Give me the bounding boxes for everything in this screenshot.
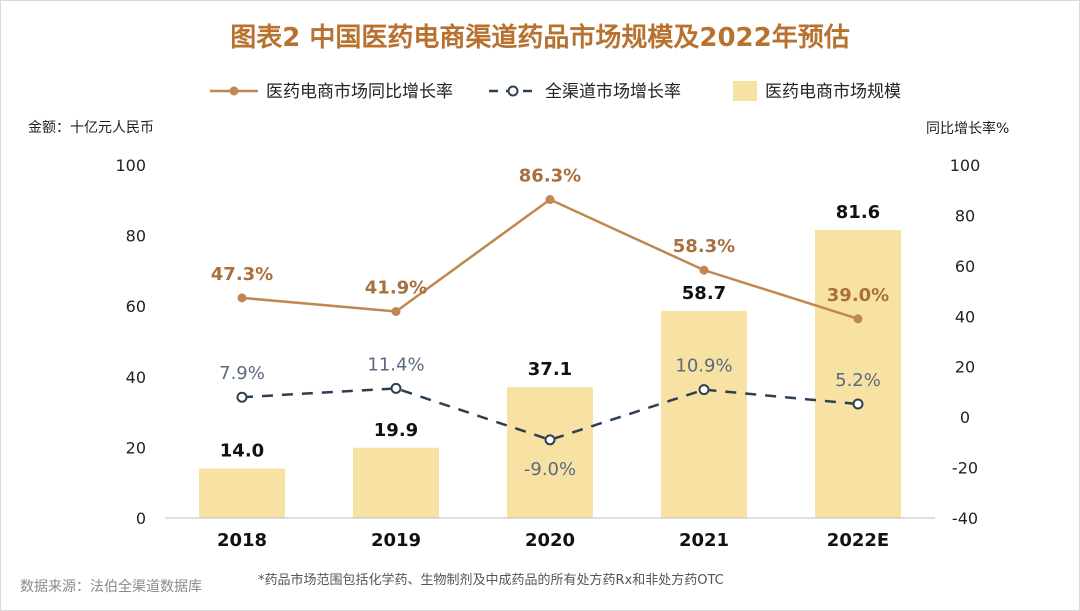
- ecom-growth-label: 39.0%: [827, 285, 889, 306]
- bar-2019: [353, 447, 439, 518]
- bar-2022E: [815, 229, 901, 518]
- bar-value-label: 81.6: [836, 202, 880, 223]
- left-tick-label: 0: [136, 509, 146, 528]
- all-channel-point: [544, 434, 556, 446]
- bar-2020: [507, 387, 593, 518]
- all-channel-label: 5.2%: [835, 370, 881, 391]
- chart-title: 图表2 中国医药电商渠道药品市场规模及2022年预估: [230, 22, 850, 53]
- left-tick-label: 20: [126, 438, 146, 457]
- all-channel-label: -9.0%: [524, 459, 576, 480]
- ecom-growth-point: [237, 293, 247, 303]
- all-channel-growth-series: 7.9% 11.4% -9.0% 10.9% 5.2%: [219, 354, 881, 479]
- ecom-growth-point: [853, 314, 863, 324]
- right-tick-label: -40: [952, 509, 978, 528]
- legend-ecom-growth: 医药电商市场同比增长率: [266, 82, 453, 102]
- ecom-growth-series: 47.3% 41.9% 86.3% 58.3% 39.0%: [211, 166, 889, 324]
- left-tick-label: 40: [126, 368, 146, 387]
- ecom-growth-label: 58.3%: [673, 236, 735, 257]
- all-channel-point: [698, 384, 710, 396]
- right-axis-caption: 同比增长率%: [926, 120, 1009, 137]
- x-tick-label: 2019: [371, 530, 421, 551]
- legend-all-marker: [507, 85, 519, 97]
- bar-value-label: 14.0: [220, 441, 264, 462]
- bar-value-label: 58.7: [682, 283, 726, 304]
- ecom-growth-label: 86.3%: [519, 166, 581, 187]
- right-tick-label: 60: [955, 257, 975, 276]
- ecom-growth-point: [545, 195, 555, 205]
- right-axis-ticks: -40 -20 0 20 40 60 80 100: [950, 156, 981, 528]
- ecom-growth-point: [699, 265, 709, 275]
- right-tick-label: 100: [950, 156, 981, 175]
- legend-ecom-marker: [229, 86, 239, 96]
- legend-bar-swatch: [733, 81, 757, 101]
- all-channel-label: 7.9%: [219, 363, 265, 384]
- bar-series: [199, 229, 901, 518]
- all-channel-point: [852, 398, 864, 410]
- legend-ecom-size: 医药电商市场规模: [765, 82, 901, 102]
- all-channel-label: 10.9%: [675, 356, 732, 377]
- legend-all-growth: 全渠道市场增长率: [545, 82, 681, 102]
- x-tick-label: 2020: [525, 530, 575, 551]
- right-tick-label: 40: [955, 307, 975, 326]
- all-channel-point: [390, 382, 402, 394]
- source-text: 数据来源：法伯全渠道数据库: [20, 578, 202, 595]
- left-tick-label: 80: [126, 227, 146, 246]
- all-channel-point: [236, 391, 248, 403]
- bar-value-labels: 14.0 19.9 37.1 58.7 81.6: [220, 202, 880, 462]
- legend: 医药电商市场同比增长率 全渠道市场增长率 医药电商市场规模: [210, 81, 901, 102]
- left-axis-caption: 金额：十亿元人民币: [28, 120, 154, 136]
- bar-value-label: 37.1: [528, 359, 572, 380]
- left-axis-ticks: 0 20 40 60 80 100: [115, 156, 146, 528]
- x-tick-label: 2021: [679, 530, 729, 551]
- ecom-growth-point: [391, 306, 401, 316]
- right-tick-label: 0: [960, 408, 970, 427]
- right-tick-label: -20: [952, 459, 978, 478]
- bar-value-label: 19.9: [374, 420, 418, 441]
- x-axis-ticks: 2018 2019 2020 2021 2022E: [217, 530, 889, 551]
- bar-2018: [199, 468, 285, 518]
- bar-2021: [661, 310, 747, 518]
- footnote-text: *药品市场范围包括化学药、生物制剂及中成药品的所有处方药Rx和非处方药OTC: [258, 572, 724, 588]
- x-tick-label: 2022E: [827, 530, 889, 551]
- x-tick-label: 2018: [217, 530, 267, 551]
- ecom-growth-label: 47.3%: [211, 264, 273, 285]
- ecom-growth-line: [241, 198, 859, 320]
- left-tick-label: 100: [115, 156, 146, 175]
- all-channel-line: [241, 387, 859, 442]
- all-channel-label: 11.4%: [367, 354, 424, 375]
- ecom-growth-label: 41.9%: [365, 277, 427, 298]
- right-tick-label: 80: [955, 206, 975, 225]
- right-tick-label: 20: [955, 358, 975, 377]
- left-tick-label: 60: [126, 297, 146, 316]
